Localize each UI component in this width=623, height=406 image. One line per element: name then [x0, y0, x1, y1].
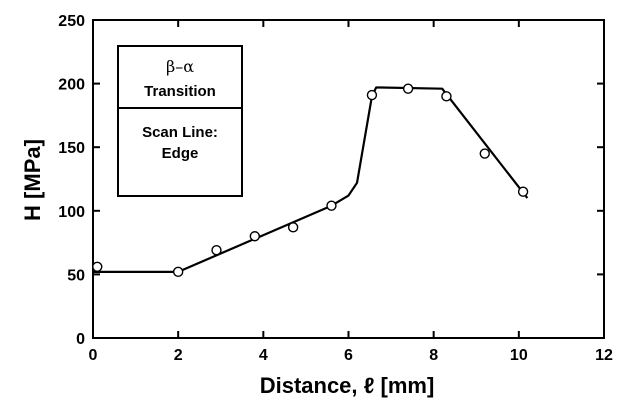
- data-point: [326, 200, 337, 211]
- x-tick-label: 12: [595, 347, 613, 364]
- y-tick-label: 50: [67, 267, 85, 284]
- x-tick-label: 2: [174, 347, 183, 364]
- data-point: [479, 148, 490, 159]
- legend-line-3: Scan Line:: [142, 124, 218, 141]
- data-point: [441, 91, 452, 102]
- data-point: [366, 89, 378, 101]
- data-point: [172, 266, 184, 278]
- data-point: [249, 231, 261, 242]
- data-point: [92, 261, 103, 272]
- y-tick-label: 200: [58, 77, 85, 94]
- legend-box: β–α Transition Scan Line: Edge: [117, 45, 243, 197]
- y-tick-label: 0: [76, 331, 85, 348]
- legend-line-1: β–α: [166, 57, 194, 76]
- y-axis-title: H [MPa]: [20, 139, 45, 221]
- legend-line-2: Transition: [144, 83, 216, 100]
- x-tick-label: 8: [429, 347, 438, 364]
- y-tick-label: 100: [58, 204, 85, 221]
- legend-line-4: Edge: [162, 145, 199, 162]
- y-tick-label: 150: [58, 140, 85, 157]
- x-tick-label: 4: [259, 347, 268, 364]
- x-tick-label: 6: [344, 347, 353, 364]
- x-axis-title: Distance, ℓ [mm]: [260, 373, 435, 398]
- x-tick-label: 10: [510, 347, 528, 364]
- data-point: [402, 83, 414, 94]
- legend-frame: [117, 45, 243, 197]
- x-tick-label: 0: [89, 347, 98, 364]
- fit-line: [93, 86, 529, 273]
- data-point: [517, 186, 529, 197]
- y-tick-label: 250: [58, 13, 85, 30]
- data-point: [211, 245, 222, 256]
- data-point: [287, 222, 299, 233]
